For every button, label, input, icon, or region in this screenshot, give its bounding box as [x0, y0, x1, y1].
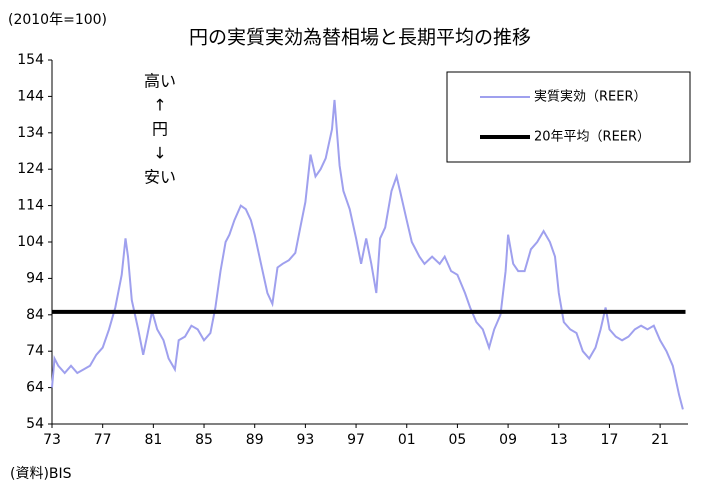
y-tick-label: 54: [26, 416, 44, 432]
x-tick-label: 09: [499, 432, 517, 448]
source: (資料)BIS: [10, 466, 72, 482]
y-tick-label: 84: [26, 307, 44, 323]
legend-box: [446, 71, 691, 163]
x-tick-label: 17: [601, 432, 619, 448]
y-tick-label: 64: [26, 380, 44, 396]
legend-label: 実質実効（REER）: [534, 89, 647, 105]
x-tick-label: 85: [195, 432, 213, 448]
x-tick-label: 77: [94, 432, 112, 448]
y-tick-label: 114: [17, 198, 44, 214]
chart-title: 円の実質実効為替相場と長期平均の推移: [189, 27, 531, 49]
y-tick-label: 124: [17, 161, 44, 177]
subtitle: (2010年=100): [8, 12, 107, 28]
x-tick-label: 73: [43, 432, 61, 448]
x-tick-label: 97: [347, 432, 365, 448]
x-tick-label: 21: [651, 432, 669, 448]
annotation: 安い: [144, 168, 176, 187]
annotation: ↓: [153, 144, 166, 163]
annotation: 高い: [144, 72, 176, 91]
y-tick-label: 104: [17, 234, 44, 250]
x-tick-label: 93: [296, 432, 314, 448]
x-tick-label: 01: [398, 432, 416, 448]
x-tick-label: 05: [449, 432, 467, 448]
x-tick-label: 13: [550, 432, 568, 448]
annotation: ↑: [153, 96, 166, 115]
y-tick-label: 94: [26, 270, 44, 286]
x-tick-label: 89: [246, 432, 264, 448]
x-tick-label: 81: [144, 432, 162, 448]
y-tick-label: 154: [17, 52, 44, 68]
legend-label: 20年平均（REER）: [534, 130, 650, 145]
y-tick-label: 144: [17, 88, 44, 104]
y-tick-label: 74: [26, 343, 44, 359]
annotation: 円: [152, 120, 168, 139]
y-tick-label: 134: [17, 125, 44, 141]
